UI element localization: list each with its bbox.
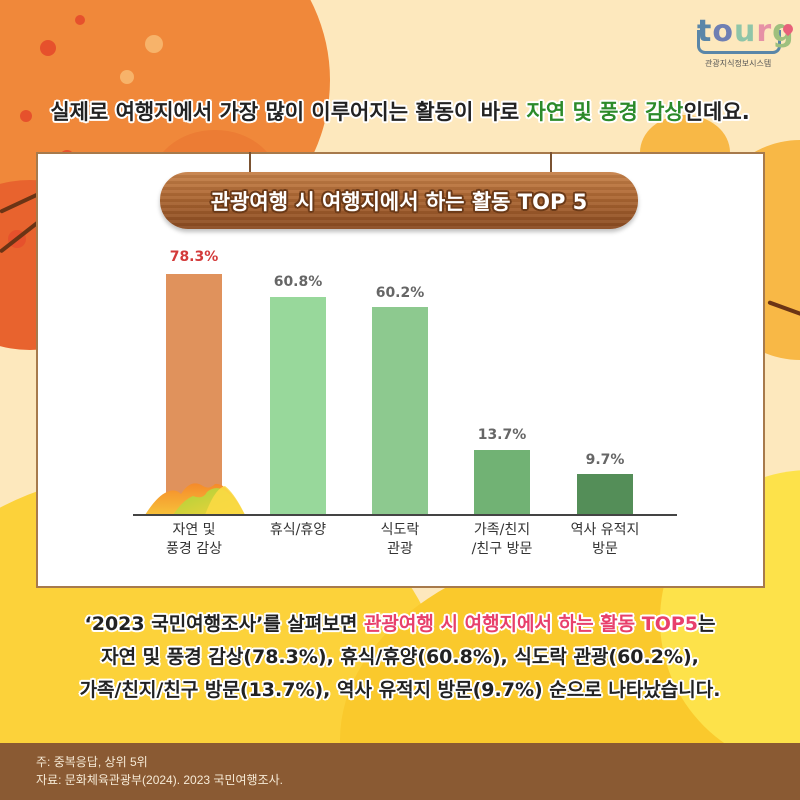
summary-line-1: ‘2023 국민여행조사’를 살펴보면 관광여행 시 여행지에서 하는 활동 T…	[0, 608, 800, 641]
leaf-dot	[120, 70, 134, 84]
summary-prefix: ‘2023 국민여행조사’를 살펴보면	[84, 613, 364, 635]
summary-line-3: 가족/친지/친구 방문(13.7%), 역사 유적지 방문(9.7%) 순으로 …	[79, 679, 721, 701]
leaf-dot	[145, 35, 163, 53]
footnote: 주: 중복응답, 상위 5위	[36, 755, 148, 769]
sign-rope-right	[550, 152, 552, 176]
summary-text: ‘2023 국민여행조사’를 살펴보면 관광여행 시 여행지에서 하는 활동 T…	[0, 608, 800, 707]
chart-title: 관광여행 시 여행지에서 하는 활동 TOP 5	[210, 189, 588, 214]
headline: 실제로 여행지에서 가장 많이 이루어지는 활동이 바로 자연 및 풍경 감상인…	[0, 96, 800, 126]
summary-highlight: 관광여행 시 여행지에서 하는 활동 TOP5	[363, 613, 699, 635]
tour-go-logo: tourg 관광지식정보시스템	[693, 12, 796, 68]
logo-letter: u	[733, 14, 757, 49]
logo-subtitle: 관광지식정보시스템	[705, 59, 772, 68]
source-citation: 자료: 문화체육관광부(2024). 2023 국민여행조사.	[36, 773, 283, 787]
summary-line-2: 자연 및 풍경 감상(78.3%), 휴식/휴양(60.8%), 식도락 관광(…	[101, 646, 699, 668]
leaf-dot	[75, 15, 85, 25]
wooden-title-sign: 관광여행 시 여행지에서 하는 활동 TOP 5	[160, 172, 638, 229]
sign-rope-left	[249, 152, 251, 176]
logo-wordmark: tourg	[697, 14, 795, 49]
logo-letter: t	[697, 14, 713, 49]
logo-letter: r	[756, 14, 773, 49]
headline-prefix: 실제로 여행지에서 가장 많이 이루어지는 활동이 바로	[50, 100, 527, 124]
leaf-dot	[20, 110, 32, 122]
logo-letter: o	[712, 14, 734, 49]
headline-highlight: 자연 및 풍경 감상	[526, 100, 684, 124]
summary-suffix: 는	[698, 613, 716, 635]
leaf-dot	[40, 40, 56, 56]
source-footer: 주: 중복응답, 상위 5위 자료: 문화체육관광부(2024). 2023 국…	[0, 743, 800, 800]
logo-frame	[697, 30, 781, 54]
headline-suffix: 인데요.	[683, 100, 750, 124]
